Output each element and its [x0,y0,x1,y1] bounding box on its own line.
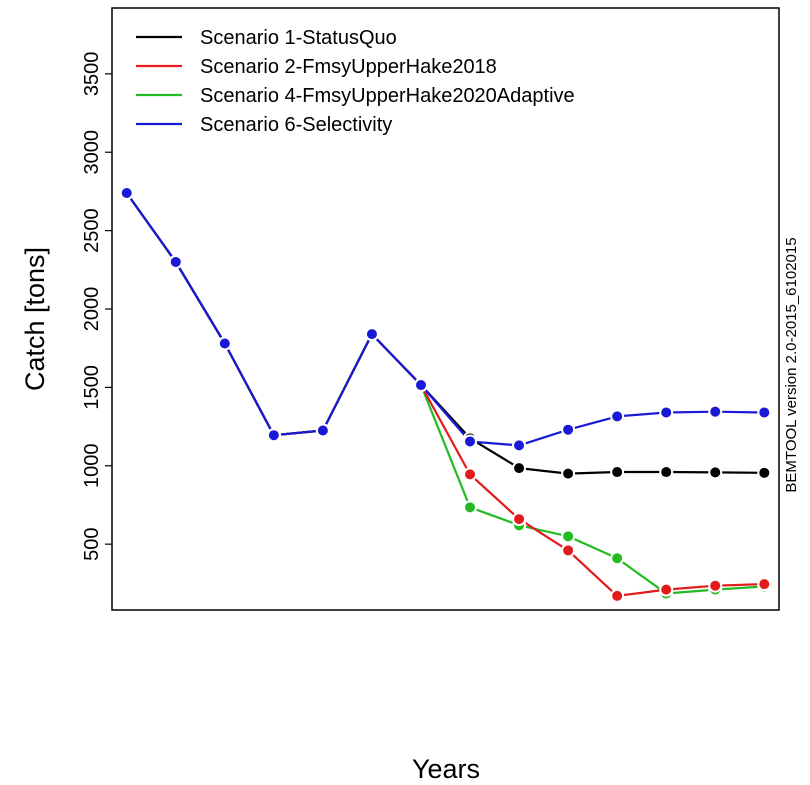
data-point [710,406,721,417]
plot-frame [111,7,780,611]
data-point [121,187,132,198]
legend-label: Scenario 1-StatusQuo [200,27,397,49]
legend: Scenario 1-StatusQuo Scenario 2-FmsyUpper… [136,27,575,136]
data-point [465,502,476,513]
y-tick-label: 2000 [81,287,103,332]
data-point [710,580,721,591]
data-point [415,380,426,391]
legend-label: Scenario 4-FmsyUpperHake2020Adaptive [200,85,575,107]
x-axis-title: Years [412,754,480,784]
y-tick-label: 1000 [81,444,103,489]
y-tick-label: 500 [81,527,103,560]
data-point [514,463,525,474]
data-point [661,407,672,418]
data-point [661,584,672,595]
data-point [465,436,476,447]
data-point [514,514,525,525]
data-point [268,430,279,441]
series-line [125,192,765,597]
series-line [125,192,765,595]
data-point [219,338,230,349]
data-point [563,468,574,479]
data-point [514,440,525,451]
data-point [612,467,623,478]
data-point [612,590,623,601]
legend-label: Scenario 6-Selectivity [200,114,392,136]
data-point [612,553,623,564]
data-point [759,407,770,418]
y-tick-label: 3500 [81,52,103,97]
y-axis: 500 1000 1500 2000 2500 3000 3500 [81,52,112,561]
data-point [661,467,672,478]
data-point [317,425,328,436]
y-tick-label: 1500 [81,365,103,410]
series-layer [119,185,772,603]
data-point [563,545,574,556]
series-line [125,192,765,447]
data-point [563,531,574,542]
data-point [366,329,377,340]
y-tick-label: 3000 [81,130,103,175]
y-axis-title: Catch [tons] [20,247,50,391]
data-point [759,579,770,590]
data-point [612,411,623,422]
data-point [710,467,721,478]
data-point [465,469,476,480]
data-point [759,467,770,478]
legend-label: Scenario 2-FmsyUpperHake2018 [200,56,497,78]
version-note: BEMTOOL version 2.0-2015_6102015 [783,237,800,492]
data-point [170,256,181,267]
y-tick-label: 2500 [81,208,103,253]
data-point [563,424,574,435]
